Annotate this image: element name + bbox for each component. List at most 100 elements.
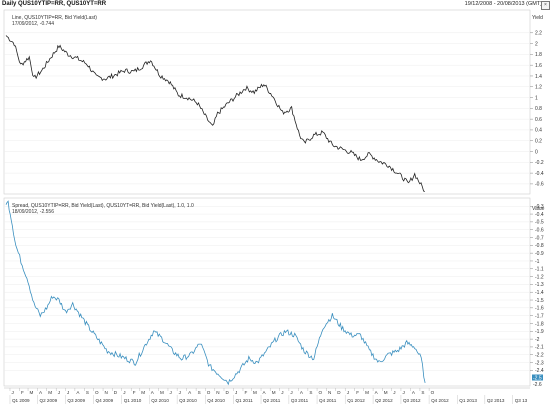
y-tick-label: -1.8 [535, 321, 544, 327]
x-month-label: M [48, 390, 52, 395]
y-tick-label: -0.9 [535, 251, 544, 257]
x-quarter-label: Q2 2010 [151, 398, 169, 403]
x-month-label: M [384, 390, 388, 395]
x-month-label: A [188, 390, 192, 395]
x-month-label: J [11, 390, 13, 395]
top-legend-series: Line, QUS10YTIP=RR, Bid Yield(Last) [12, 15, 97, 21]
bottom-y-ticks: -0.3 -0.4 -0.5-0.6 -0.7 -0.8 -0.9 -1 -1.1-1.2 -1… [530, 204, 544, 374]
x-month-label: D [337, 390, 341, 395]
last-value-badge-text-2: -2.6 [533, 382, 542, 388]
x-month-label: J [281, 390, 283, 395]
y-tick-label: 1.2 [535, 85, 542, 91]
x-month-label: A [412, 390, 416, 395]
y-tick-label: 2 [535, 41, 538, 47]
top-y-axis-label: Yield [532, 15, 543, 21]
y-tick-label: 0 [535, 149, 538, 155]
x-month-label: F [244, 390, 247, 395]
y-tick-label: -0.6 [535, 227, 544, 233]
x-month-label: J [123, 390, 125, 395]
x-quarter-label: Q3 2012 [403, 398, 421, 403]
x-month-label: A [300, 390, 304, 395]
y-tick-label: 0.2 [535, 139, 542, 145]
y-tick-label: -0.8 [535, 243, 544, 249]
x-month-label: J [235, 390, 237, 395]
x-quarter-label: Q1 2011 [235, 398, 253, 403]
x-month-label: M [141, 390, 145, 395]
y-tick-label: -2.1 [535, 345, 544, 351]
x-quarter-label: Q4 2011 [319, 398, 337, 403]
y-tick-label: -1.4 [535, 290, 544, 296]
x-month-label: M [272, 390, 276, 395]
top-series-line [5, 35, 425, 192]
y-tick-label: 1.8 [535, 52, 542, 58]
x-month-label: D [225, 390, 229, 395]
x-month-label: N [328, 390, 331, 395]
y-tick-label: -0.2 [535, 160, 544, 166]
x-month-label: A [151, 390, 155, 395]
y-tick-label: -1.2 [535, 274, 544, 280]
x-quarter-label: Q2 2011 [263, 398, 281, 403]
y-tick-label: -2.2 [535, 353, 544, 359]
y-tick-label: 1 [535, 95, 538, 101]
x-quarter-label: Q3 2009 [67, 398, 85, 403]
x-month-label: A [263, 390, 267, 395]
last-value-badge-bg [532, 374, 543, 381]
x-quarter-label: Q3 2011 [291, 398, 309, 403]
bottom-legend-series: Spread, QUS10YTIP=RR, Bid Yield(Last), Q… [12, 203, 194, 209]
x-quarter-label: Q4 2012 [431, 398, 449, 403]
x-quarter-label: Q1 2012 [347, 398, 365, 403]
x-month-label: S [421, 390, 424, 395]
y-tick-label: -1 [535, 259, 540, 265]
y-tick-label: -0.4 [535, 212, 544, 218]
top-plot-frame [3, 9, 531, 195]
x-month-label: J [393, 390, 395, 395]
last-value-badge: -2.5 -2.6 [532, 374, 543, 388]
y-tick-label: 2.2 [535, 31, 542, 37]
x-month-label: F [356, 390, 359, 395]
top-legend-value: 17/09/2012, -0.744 [12, 21, 54, 27]
bottom-gridlines [4, 206, 530, 371]
top-gridlines [4, 32, 530, 185]
y-tick-label: -0.3 [535, 204, 544, 210]
x-month-label: F [133, 390, 136, 395]
x-quarter-label: Q1 2013 [459, 398, 477, 403]
x-month-label: O [319, 390, 323, 395]
chart-title: Daily QUS10YTIP=RR, QUS10YT=RR [2, 1, 107, 7]
x-quarter-label: Q1 2009 [12, 398, 30, 403]
x-month-label: A [76, 390, 80, 395]
y-tick-label: -1.9 [535, 329, 544, 335]
y-tick-label: -1.6 [535, 306, 544, 312]
x-month-label: M [160, 390, 164, 395]
x-month-label: S [309, 390, 312, 395]
last-value-badge-text: -2.5 [533, 375, 542, 381]
x-month-label: O [95, 390, 99, 395]
x-month-label: J [402, 390, 404, 395]
x-month-label: J [67, 390, 69, 395]
x-month-label: S [86, 390, 89, 395]
x-month-label: F [21, 390, 24, 395]
x-quarter-label: Q3 13 [515, 398, 528, 403]
bottom-y-axis-label: Value [532, 206, 545, 212]
x-quarter-labels: Q1 2009 Q2 2009 Q3 2009 Q4 2009 Q1 2010 Q2 20… [9, 395, 528, 404]
x-quarter-label: Q2 2012 [375, 398, 393, 403]
x-month-label: J [290, 390, 292, 395]
x-month-label: J [179, 390, 181, 395]
x-month-label: M [365, 390, 369, 395]
x-quarter-label: Q1 2010 [124, 398, 142, 403]
x-month-label: O [207, 390, 211, 395]
x-month-label: J [347, 390, 349, 395]
y-tick-label: -2.4 [535, 368, 544, 374]
x-month-label: O [431, 390, 435, 395]
x-quarter-label: Q4 2009 [96, 398, 114, 403]
x-month-label: A [375, 390, 379, 395]
date-range: 19/12/2008 - 20/08/2013 (GMT) [464, 1, 542, 7]
x-month-label: D [114, 390, 118, 395]
bottom-legend-value: 18/09/2012, -2.556 [12, 209, 54, 215]
x-month-label: J [169, 390, 171, 395]
x-quarter-label: Q3 2010 [179, 398, 197, 403]
y-tick-label: -0.5 [535, 220, 544, 226]
x-quarter-label: Q4 2010 [207, 398, 225, 403]
